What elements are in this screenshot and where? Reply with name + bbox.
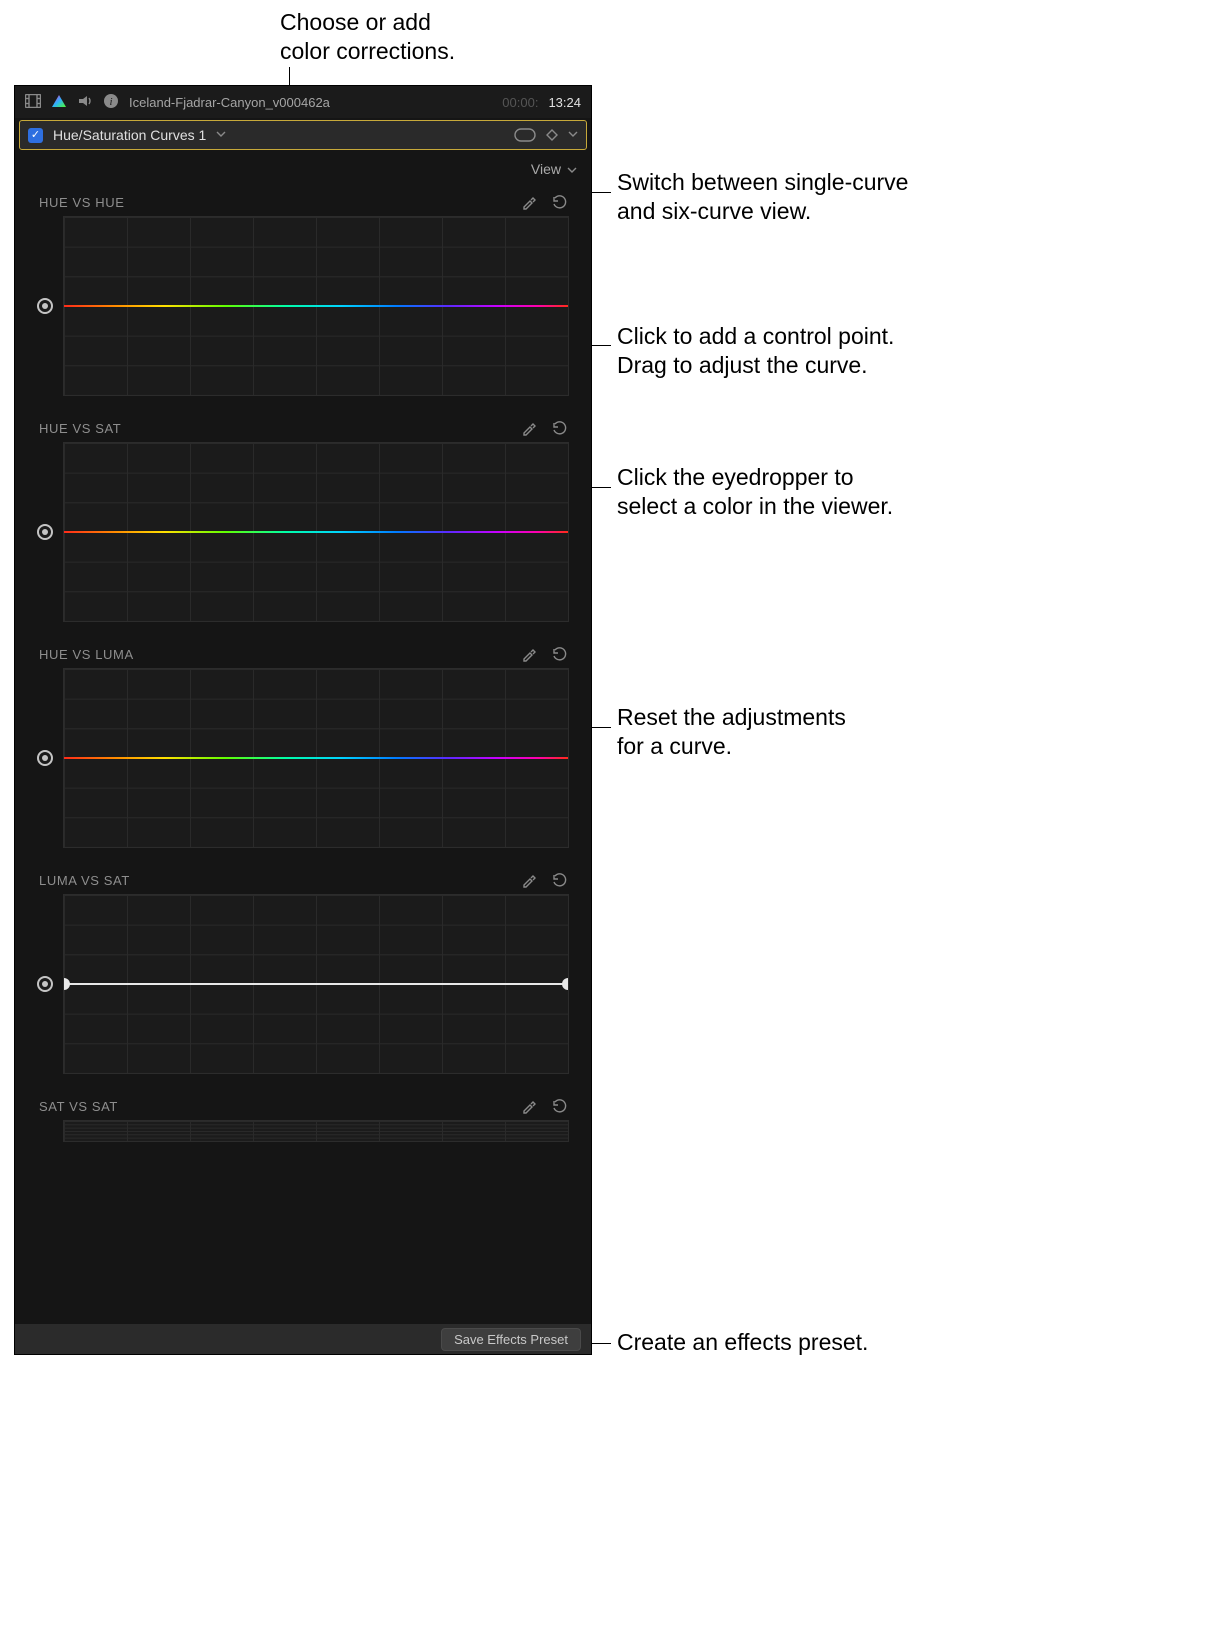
curve-title: HUE vs HUE	[39, 195, 124, 210]
curve-section: HUE vs LUMA	[15, 636, 591, 862]
view-menu-label: View	[531, 161, 561, 177]
correction-row: ✓ Hue/Saturation Curves 1	[19, 120, 587, 150]
keyframe-icon[interactable]	[546, 129, 558, 141]
curve-title: SAT vs SAT	[39, 1099, 118, 1114]
curve-grid[interactable]	[63, 1120, 569, 1142]
curve-section: SAT vs SAT	[15, 1088, 591, 1142]
callout-control-point: Click to add a control point. Drag to ad…	[617, 322, 894, 380]
svg-text:i: i	[109, 96, 112, 108]
view-menu[interactable]: View	[15, 154, 591, 180]
eyedropper-icon[interactable]	[521, 646, 537, 662]
eyedropper-icon[interactable]	[521, 872, 537, 888]
curve-stage	[37, 1120, 569, 1142]
curve-section: HUE vs HUE	[15, 184, 591, 410]
curves-list: HUE vs HUE HUE vs SAT HUE vs LUMA LUMA vs S…	[15, 180, 591, 1142]
save-effects-preset-button[interactable]: Save Effects Preset	[441, 1328, 581, 1351]
chevron-down-icon	[567, 161, 577, 177]
curve-header: LUMA vs SAT	[37, 872, 569, 894]
curve-grid[interactable]	[63, 216, 569, 396]
callout-corrections: Choose or add color corrections.	[280, 8, 455, 66]
curve-title: HUE vs SAT	[39, 421, 121, 436]
curve-active-radio[interactable]	[37, 976, 53, 992]
curve-stage	[37, 442, 569, 622]
color-tab-icon[interactable]	[51, 94, 67, 111]
correction-name[interactable]: Hue/Saturation Curves 1	[53, 127, 206, 143]
reset-icon[interactable]	[551, 420, 567, 436]
curve-section: HUE vs SAT	[15, 410, 591, 636]
reset-icon[interactable]	[551, 194, 567, 210]
curve-header: HUE vs SAT	[37, 420, 569, 442]
correction-chevron-icon[interactable]	[216, 130, 226, 141]
curve-stage	[37, 894, 569, 1074]
callout-view: Switch between single-curve and six-curv…	[617, 168, 908, 226]
curve-grid[interactable]	[63, 668, 569, 848]
curve-stage	[37, 668, 569, 848]
info-icon[interactable]: i	[103, 93, 119, 112]
callout-eyedropper: Click the eyedropper to select a color i…	[617, 463, 893, 521]
color-inspector-panel: i Iceland-Fjadrar-Canyon_v000462a 00:00:…	[14, 85, 592, 1355]
eyedropper-icon[interactable]	[521, 1098, 537, 1114]
curve-grid[interactable]	[63, 894, 569, 1074]
curve-title: HUE vs LUMA	[39, 647, 134, 662]
correction-enable-checkbox[interactable]: ✓	[28, 128, 43, 143]
reset-icon[interactable]	[551, 1098, 567, 1114]
callout-preset: Create an effects preset.	[617, 1328, 868, 1357]
inspector-bottombar: Save Effects Preset	[15, 1324, 591, 1354]
hue-spectrum-line[interactable]	[64, 305, 568, 307]
correction-options-chevron-icon[interactable]	[568, 130, 578, 141]
video-icon[interactable]	[25, 94, 41, 111]
curve-endpoint[interactable]	[562, 978, 569, 990]
eyedropper-icon[interactable]	[521, 194, 537, 210]
hue-spectrum-line[interactable]	[64, 531, 568, 533]
mask-icon[interactable]	[514, 128, 536, 142]
clip-name: Iceland-Fjadrar-Canyon_v000462a	[129, 95, 492, 110]
curve-grid[interactable]	[63, 442, 569, 622]
timecode-bright: 13:24	[548, 95, 581, 110]
curve-header: SAT vs SAT	[37, 1098, 569, 1120]
curve-active-radio[interactable]	[37, 524, 53, 540]
curve-section: LUMA vs SAT	[15, 862, 591, 1088]
curve-active-radio[interactable]	[37, 298, 53, 314]
reset-icon[interactable]	[551, 646, 567, 662]
eyedropper-icon[interactable]	[521, 420, 537, 436]
reset-icon[interactable]	[551, 872, 567, 888]
curve-header: HUE vs HUE	[37, 194, 569, 216]
curve-active-radio[interactable]	[37, 750, 53, 766]
timecode-dim: 00:00:	[502, 95, 538, 110]
inspector-topbar: i Iceland-Fjadrar-Canyon_v000462a 00:00:…	[15, 86, 591, 118]
curve-stage	[37, 216, 569, 396]
curve-header: HUE vs LUMA	[37, 646, 569, 668]
callout-reset: Reset the adjustments for a curve.	[617, 703, 846, 761]
curve-title: LUMA vs SAT	[39, 873, 130, 888]
hue-spectrum-line[interactable]	[64, 757, 568, 759]
luma-line[interactable]	[64, 983, 568, 985]
audio-icon[interactable]	[77, 94, 93, 111]
